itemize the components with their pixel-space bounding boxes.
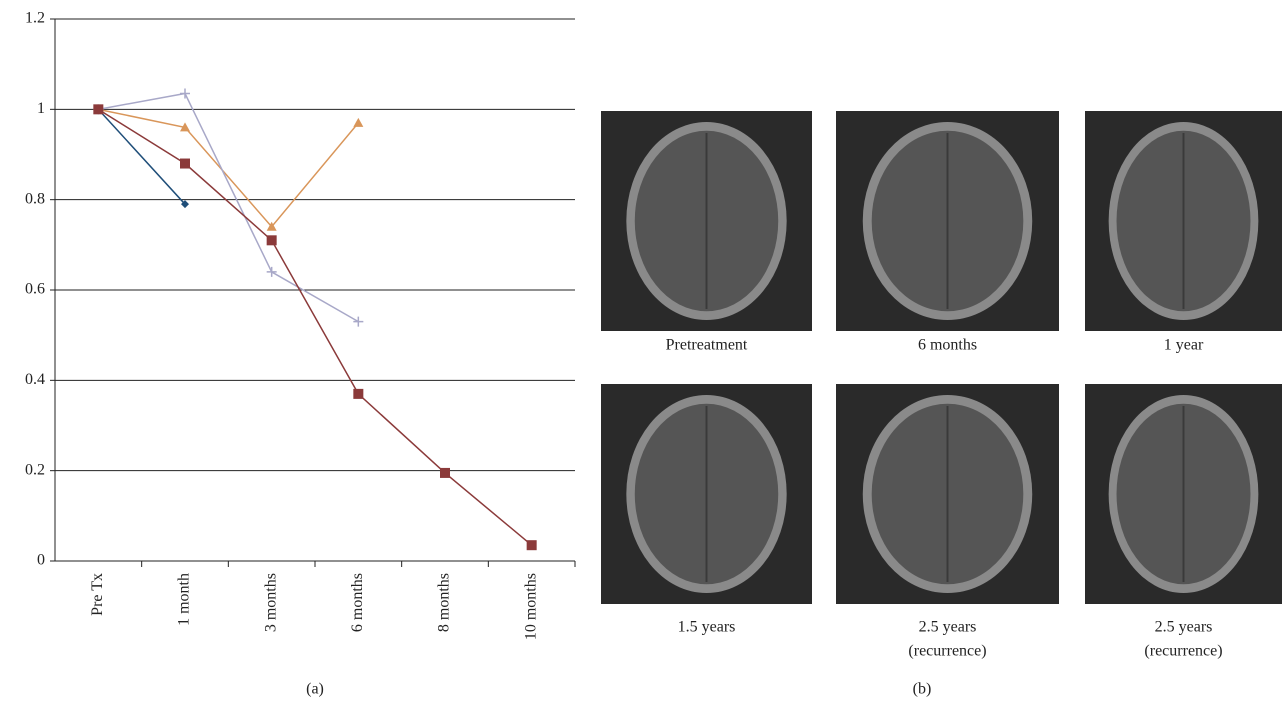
marker: [267, 267, 277, 277]
series-line: [98, 109, 358, 226]
image-caption: 2.5 years: [919, 619, 977, 636]
marker: [353, 389, 363, 399]
x-tick-label: 3 months: [262, 573, 279, 632]
x-tick-label: 6 months: [349, 573, 366, 632]
marker: [353, 317, 363, 327]
image-caption: 6 months: [918, 337, 977, 354]
y-tick-label: 0.2: [25, 461, 45, 478]
image-caption: (recurrence): [908, 643, 986, 660]
image-caption: 1 year: [1164, 337, 1204, 354]
x-tick-label: 10 months: [522, 573, 539, 640]
marker: [267, 235, 277, 245]
y-tick-label: 0: [37, 552, 45, 569]
y-tick-label: 0.4: [25, 371, 45, 388]
y-tick-label: 0.8: [25, 190, 45, 207]
image-caption: (recurrence): [1144, 643, 1222, 660]
panel-a-caption: (a): [306, 681, 324, 698]
x-tick-label: Pre Tx: [89, 573, 106, 616]
marker: [93, 104, 103, 114]
x-tick-label: 1 month: [176, 573, 193, 626]
image-caption: Pretreatment: [666, 337, 748, 354]
image-caption: 2.5 years: [1155, 619, 1213, 636]
series-line: [98, 94, 358, 322]
marker: [353, 118, 363, 127]
image-caption: 1.5 years: [678, 619, 736, 636]
y-tick-label: 1.2: [25, 10, 45, 27]
y-tick-label: 0.6: [25, 281, 45, 298]
y-tick-label: 1: [37, 100, 45, 117]
marker: [527, 540, 537, 550]
marker: [180, 89, 190, 99]
panel-b-caption: (b): [913, 681, 932, 698]
figure: (a) (b) 0 0.2 0.4 0.6 0.8 1 1.2 Pre Tx 1 month 3 …: [0, 0, 1282, 704]
marker: [180, 159, 190, 169]
series-line: [98, 109, 185, 204]
x-tick-label: 8 months: [436, 573, 453, 632]
marker: [440, 468, 450, 478]
